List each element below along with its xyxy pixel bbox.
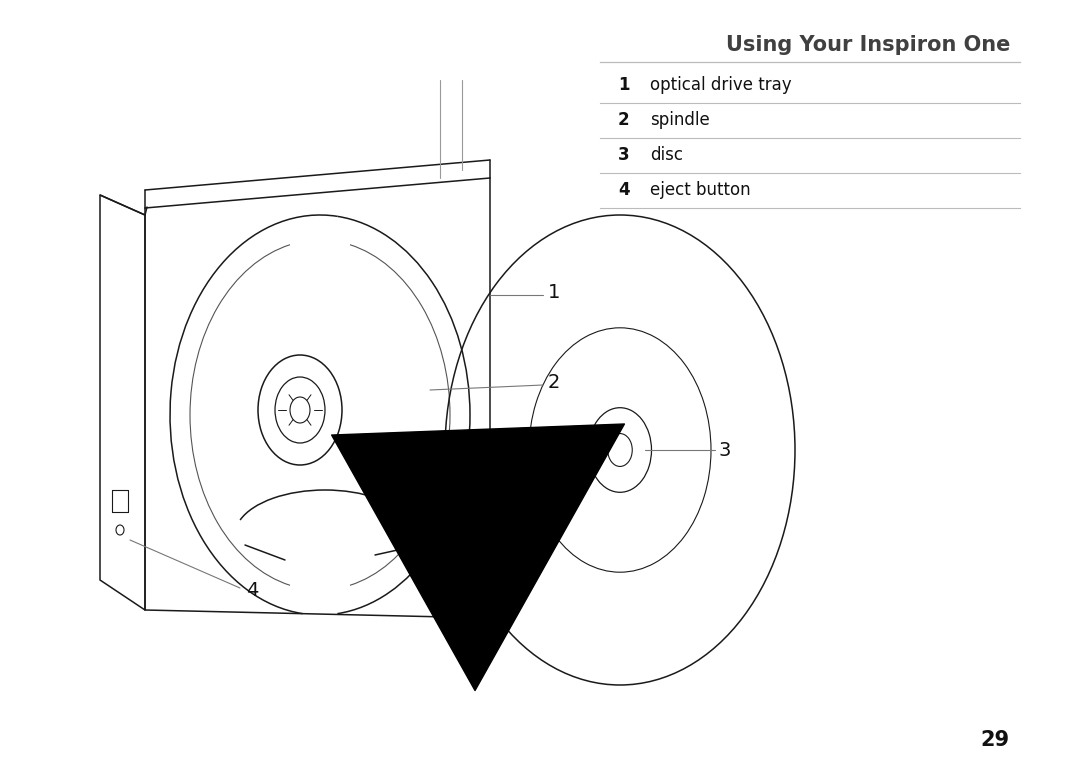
Text: 3: 3 [618,146,630,164]
Text: 3: 3 [718,440,730,460]
Text: 4: 4 [618,181,630,199]
Text: 4: 4 [246,581,258,600]
Text: spindle: spindle [650,111,710,129]
Text: 29: 29 [981,730,1010,750]
Text: 1: 1 [618,76,630,94]
Text: eject button: eject button [650,181,751,199]
Text: Using Your Inspiron One: Using Your Inspiron One [726,35,1010,55]
Text: disc: disc [650,146,683,164]
Text: 2: 2 [548,374,561,392]
Text: optical drive tray: optical drive tray [650,76,792,94]
Text: 2: 2 [618,111,630,129]
Text: 1: 1 [548,283,561,302]
